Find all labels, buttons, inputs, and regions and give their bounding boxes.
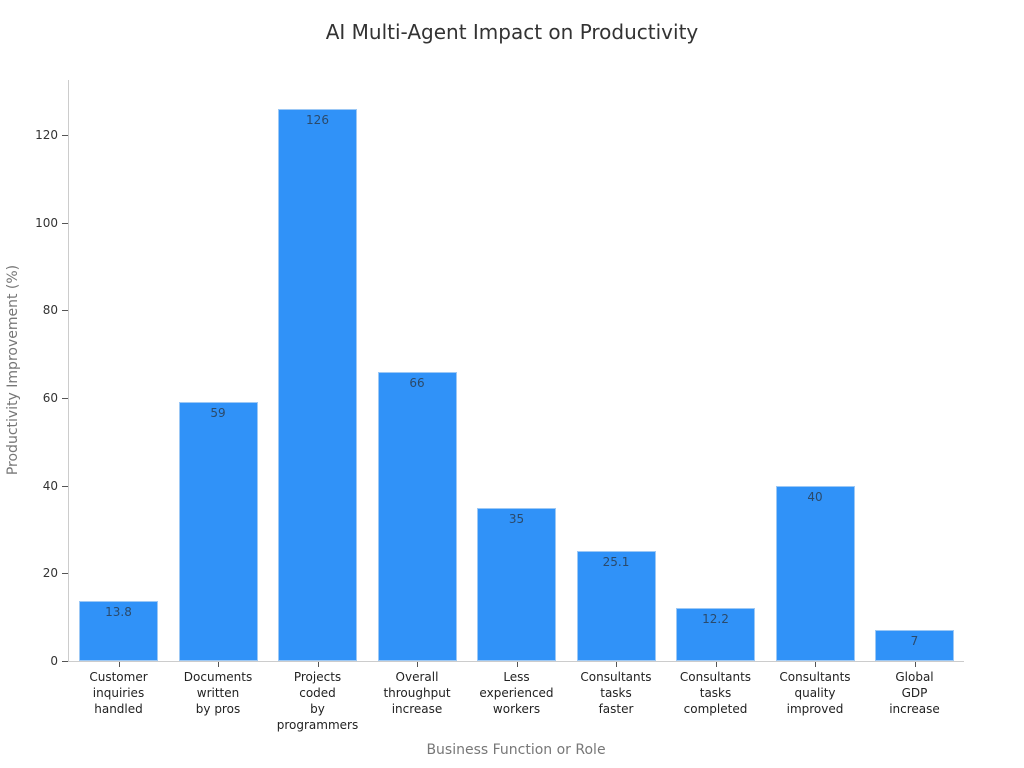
y-tick-label: 20 xyxy=(42,566,58,581)
x-tick-label: Consultants quality improved xyxy=(779,670,851,716)
x-tick xyxy=(218,662,219,667)
y-tick xyxy=(62,661,68,662)
bar xyxy=(178,402,258,661)
x-tick xyxy=(516,662,518,667)
y-tick-label: 0 xyxy=(50,654,58,668)
y-tick-label: 100 xyxy=(35,215,58,230)
y-axis-label: Productivity Improvement (%) xyxy=(5,264,21,476)
bar xyxy=(377,371,457,661)
bar-value-label: 35 xyxy=(508,511,525,526)
x-tick-label: Consultants tasks faster xyxy=(580,670,652,716)
chart-title: AI Multi-Agent Impact on Productivity xyxy=(325,20,699,44)
bar xyxy=(477,507,556,661)
bar-value-label: 12.2 xyxy=(702,611,729,626)
bar xyxy=(676,607,755,661)
x-tick xyxy=(118,662,120,667)
bar-value-label: 126 xyxy=(306,112,329,127)
bar xyxy=(576,550,656,661)
x-tick-label: Customer inquiries handled xyxy=(89,670,148,716)
y-tick-label: 80 xyxy=(42,303,58,318)
bar-value-label: 66 xyxy=(409,375,425,390)
bar xyxy=(278,108,357,661)
x-tick xyxy=(914,662,916,667)
x-tick xyxy=(417,662,418,667)
x-tick-label: Less experienced workers xyxy=(479,670,554,716)
y-tick xyxy=(62,398,68,399)
x-tick xyxy=(715,662,717,667)
x-axis-label: Business Function or Role xyxy=(426,742,606,758)
x-tick-label: Global GDP increase xyxy=(889,670,940,716)
y-tick xyxy=(62,135,68,136)
bar xyxy=(875,630,954,661)
y-tick-label: 40 xyxy=(42,478,58,493)
y-axis-line xyxy=(68,80,69,662)
y-tick xyxy=(62,310,68,312)
x-tick xyxy=(616,662,617,667)
bar-value-label: 13.8 xyxy=(105,604,132,619)
x-tick xyxy=(815,662,816,667)
bar-value-label: 40 xyxy=(807,489,823,504)
x-tick-label: Consultants tasks completed xyxy=(679,670,752,716)
bar-value-label: 59 xyxy=(210,406,226,421)
x-tick-label: Documents written by pros xyxy=(183,670,253,716)
y-tick xyxy=(62,222,68,224)
y-tick xyxy=(62,485,68,487)
y-tick-label: 60 xyxy=(42,391,58,405)
x-tick xyxy=(317,662,319,667)
bar-value-label: 7 xyxy=(910,634,919,649)
bar-value-label: 25.1 xyxy=(602,554,630,569)
bar xyxy=(775,485,855,661)
y-tick xyxy=(62,573,68,575)
x-axis-line xyxy=(68,661,964,662)
x-tick-label: Projects coded by programmers xyxy=(276,670,359,732)
x-tick-label: Overall throughput increase xyxy=(383,670,451,716)
bar xyxy=(79,600,158,661)
y-tick-label: 120 xyxy=(35,128,58,142)
